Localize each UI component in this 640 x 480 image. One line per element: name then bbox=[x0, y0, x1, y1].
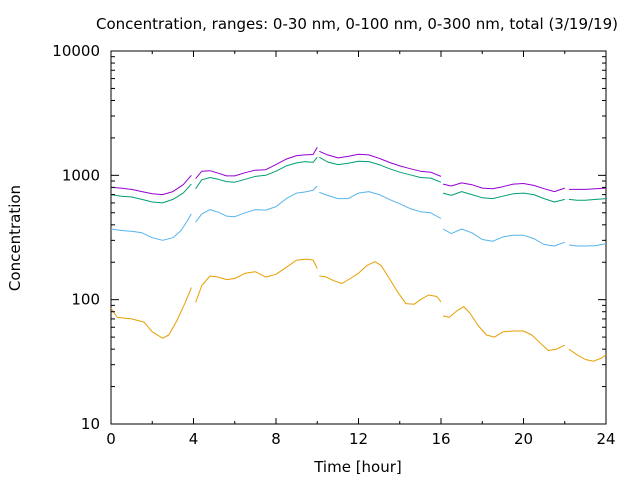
series-line-2 bbox=[568, 243, 607, 247]
series-line-1 bbox=[319, 261, 442, 305]
x-tick-label: 20 bbox=[514, 430, 533, 448]
y-tick-label: 10 bbox=[81, 415, 100, 433]
series-line-2 bbox=[110, 213, 192, 241]
series-line-4 bbox=[319, 150, 442, 177]
series-line-1 bbox=[195, 258, 318, 303]
chart-title: Concentration, ranges: 0-30 nm, 0-100 nm… bbox=[96, 15, 618, 33]
series-line-4 bbox=[568, 187, 607, 190]
x-tick-label: 24 bbox=[596, 430, 615, 448]
x-tick-label: 4 bbox=[189, 430, 199, 448]
y-tick-label: 100 bbox=[71, 291, 100, 309]
series-line-4 bbox=[195, 147, 318, 180]
series-line-3 bbox=[568, 198, 607, 201]
series-line-2 bbox=[319, 191, 442, 219]
series-line-1 bbox=[442, 306, 566, 351]
x-axis: 0 4 8 12 16 20 24 bbox=[106, 51, 616, 448]
series-line-3 bbox=[110, 183, 192, 204]
series-line-2 bbox=[442, 228, 565, 247]
y-tick-label: 10000 bbox=[52, 42, 100, 60]
x-tick-label: 0 bbox=[106, 430, 116, 448]
series-line-3 bbox=[195, 156, 318, 189]
y-tick-label: 1000 bbox=[62, 166, 100, 184]
series-line-1 bbox=[110, 287, 192, 339]
x-tick-label: 16 bbox=[431, 430, 450, 448]
series-line-1 bbox=[568, 348, 607, 362]
x-tick-label: 8 bbox=[271, 430, 281, 448]
y-axis-label: Concentration bbox=[6, 185, 24, 291]
y-axis: 10 100 1000 10000 bbox=[52, 42, 606, 433]
x-axis-label: Time [hour] bbox=[313, 458, 402, 476]
series-line-2 bbox=[195, 185, 318, 223]
x-tick-label: 12 bbox=[349, 430, 368, 448]
series-line-3 bbox=[319, 156, 442, 183]
series-layer bbox=[110, 147, 607, 362]
series-line-4 bbox=[110, 174, 192, 196]
series-line-3 bbox=[442, 191, 565, 203]
series-line-4 bbox=[442, 182, 565, 193]
